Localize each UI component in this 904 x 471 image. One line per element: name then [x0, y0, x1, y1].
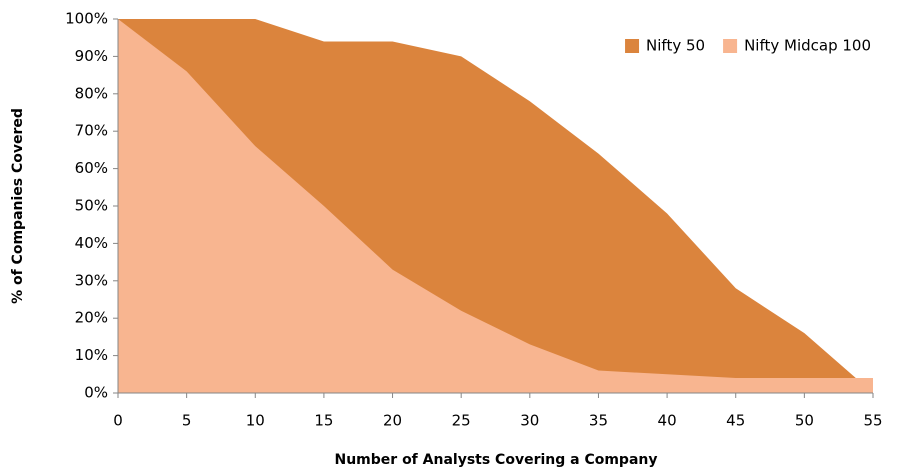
x-tick-label: 55: [863, 412, 882, 430]
y-tick-label: 60%: [75, 159, 108, 177]
y-tick-label: 80%: [75, 84, 108, 102]
legend-swatch: [625, 39, 640, 53]
area: [118, 19, 873, 393]
x-tick-label: 20: [383, 412, 402, 430]
x-tick-label: 30: [520, 412, 539, 430]
y-axis-label: % of Companies Covered: [10, 108, 26, 304]
y-tick-label: 70%: [75, 122, 108, 140]
y-tick-label: 100%: [65, 10, 108, 28]
x-tick-label: 45: [726, 412, 745, 430]
y-tick-label: 90%: [75, 47, 108, 65]
y-tick-label: 20%: [75, 309, 108, 327]
legend-label: Nifty 50: [646, 37, 705, 55]
x-tick-label: 50: [795, 412, 814, 430]
x-tick-label: 0: [113, 412, 123, 430]
y-tick-label: 0%: [84, 384, 108, 402]
y-tick-label: 30%: [75, 271, 108, 289]
x-axis-label: Number of Analysts Covering a Company: [335, 452, 658, 468]
x-tick-label: 5: [182, 412, 192, 430]
x-tick-label: 15: [314, 412, 333, 430]
x-tick-label: 25: [452, 412, 471, 430]
legend-swatch: [723, 39, 738, 53]
x-tick-label: 40: [658, 412, 677, 430]
x-tick-label: 10: [246, 412, 265, 430]
y-tick-label: 50%: [75, 197, 108, 215]
y-tick-label: 10%: [75, 346, 108, 364]
legend-label: Nifty Midcap 100: [744, 37, 871, 55]
x-tick-label: 35: [589, 412, 608, 430]
y-tick-label: 40%: [75, 234, 108, 252]
